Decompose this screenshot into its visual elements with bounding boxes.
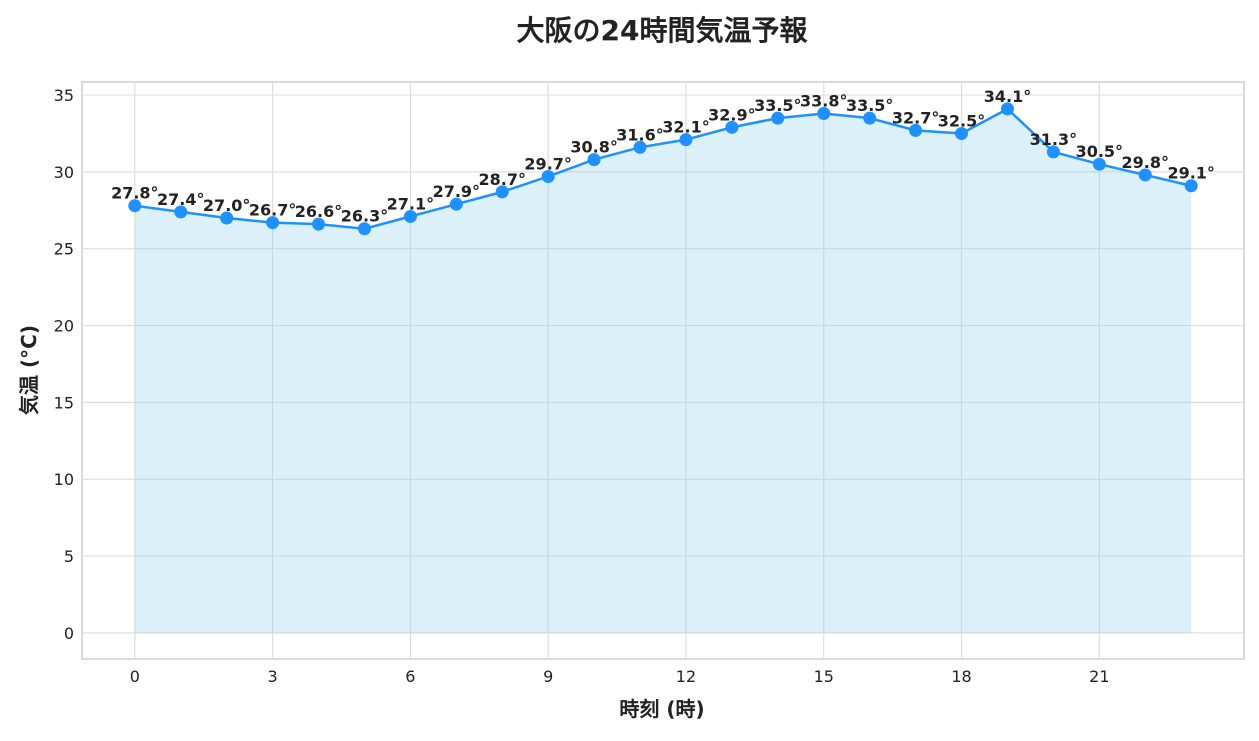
point <box>495 185 509 199</box>
value-label: 27.4° <box>157 190 204 209</box>
area <box>134 108 1192 633</box>
value-label: 28.7° <box>479 170 526 189</box>
value-label: 30.5° <box>1076 142 1123 161</box>
point <box>817 107 831 121</box>
point <box>357 222 371 236</box>
value-label: 32.1° <box>662 118 709 137</box>
point <box>909 123 923 137</box>
point <box>174 205 188 219</box>
value-label: 32.5° <box>938 111 985 130</box>
y-tick-label: 10 <box>54 470 74 489</box>
point <box>1092 157 1106 171</box>
point <box>266 216 280 230</box>
value-label: 31.6° <box>616 125 663 144</box>
value-label: 26.7° <box>249 201 296 220</box>
y-tick-label: 0 <box>64 624 74 643</box>
value-label: 29.1° <box>1167 164 1214 183</box>
value-label: 33.5° <box>754 96 801 115</box>
value-label: 32.9° <box>708 105 755 124</box>
value-label: 33.5° <box>846 96 893 115</box>
point <box>587 153 601 167</box>
x-tick-label: 18 <box>951 667 971 686</box>
point <box>1046 145 1060 159</box>
value-label: 27.0° <box>203 196 250 215</box>
point <box>725 120 739 134</box>
point <box>679 133 693 147</box>
y-tick-label: 30 <box>54 163 74 182</box>
x-tick-label: 15 <box>814 667 834 686</box>
value-label: 27.8° <box>111 184 158 203</box>
y-tick-label: 35 <box>54 86 74 105</box>
value-label: 30.8° <box>570 138 617 157</box>
point <box>633 140 647 154</box>
value-label: 32.7° <box>892 108 939 127</box>
value-label: 29.8° <box>1122 153 1169 172</box>
point <box>771 111 785 125</box>
point <box>128 199 142 213</box>
value-label: 33.8° <box>800 92 847 111</box>
plot-area <box>81 81 1245 660</box>
point <box>1000 102 1014 116</box>
point <box>312 217 326 231</box>
point <box>1138 168 1152 182</box>
x-tick-label: 3 <box>268 667 278 686</box>
point <box>955 126 969 140</box>
x-axis-label: 時刻 (時) <box>619 697 704 721</box>
y-tick-label: 15 <box>54 393 74 412</box>
x-tick-label: 12 <box>676 667 696 686</box>
y-tick-label: 5 <box>64 547 74 566</box>
value-label: 31.3° <box>1030 130 1077 149</box>
x-tick-label: 21 <box>1089 667 1109 686</box>
y-axis-label: 気温 (°C) <box>17 325 41 415</box>
point <box>541 170 555 184</box>
value-label: 29.7° <box>524 155 571 174</box>
point <box>449 197 463 211</box>
point <box>863 111 877 125</box>
x-tick-label: 9 <box>543 667 553 686</box>
x-tick-label: 0 <box>130 667 140 686</box>
y-tick-label: 25 <box>54 240 74 259</box>
value-label: 27.9° <box>433 182 480 201</box>
point <box>220 211 234 225</box>
x-tick-label: 6 <box>405 667 415 686</box>
value-label: 27.1° <box>387 194 434 213</box>
chart-title: 大阪の24時間気温予報 <box>517 14 809 47</box>
value-label: 34.1° <box>984 87 1031 106</box>
value-label: 26.6° <box>295 202 342 221</box>
point <box>403 209 417 223</box>
value-label: 26.3° <box>341 207 388 226</box>
y-tick-label: 20 <box>54 317 74 336</box>
point <box>1184 179 1198 193</box>
line <box>134 107 1192 231</box>
